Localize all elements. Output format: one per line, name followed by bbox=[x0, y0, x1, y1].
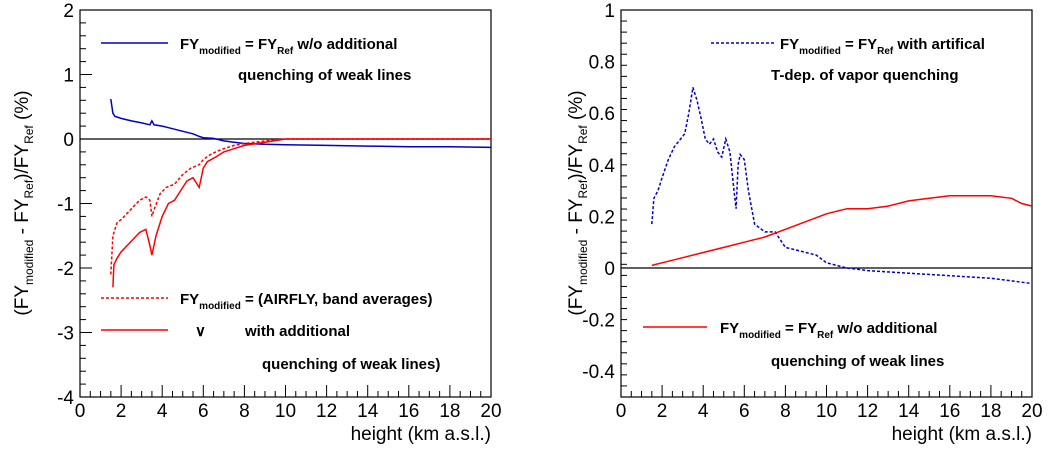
subscript-text: Ref bbox=[576, 125, 590, 144]
subscript-text: modified bbox=[799, 46, 841, 57]
series-line-1 bbox=[651, 195, 1033, 267]
x-tick-label: 16 bbox=[398, 401, 419, 422]
x-tick-label: 0 bbox=[75, 401, 86, 422]
svg-text:(FYmodified - FYRef)/FYRef (: (FYmodified - FYRef)/FYRef (%) bbox=[566, 90, 590, 315]
x-tick-label: 4 bbox=[698, 401, 709, 422]
x-tick-label: 10 bbox=[275, 401, 296, 422]
text-part: (FY bbox=[566, 285, 587, 316]
x-tick-label: 6 bbox=[198, 401, 209, 422]
y-tick-label: 0.6 bbox=[589, 104, 615, 125]
subscript-text: Ref bbox=[877, 46, 894, 57]
x-tick-label: 20 bbox=[1021, 401, 1042, 422]
text-part: with artifical bbox=[893, 36, 985, 53]
x-axis-title: height (km a.s.l.) bbox=[351, 424, 491, 445]
series-line-0 bbox=[651, 87, 1033, 285]
y-tick-label: 0 bbox=[63, 130, 74, 151]
y-axis-title: (FYmodified - FYRef)/FYRef (%) bbox=[566, 90, 590, 315]
y-tick-label: -4 bbox=[57, 388, 74, 409]
series-line-0 bbox=[110, 98, 492, 149]
y-axis-title: (FYmodified - FYRef)/FYRef (%) bbox=[12, 90, 36, 315]
text-part: (%) bbox=[12, 90, 33, 125]
x-tick-label: 4 bbox=[157, 401, 168, 422]
subscript-text: modified bbox=[22, 240, 36, 285]
text-part: - FY bbox=[566, 198, 587, 239]
legend-label-line2: quenching of weak lines) bbox=[262, 356, 440, 373]
subscript-text: Ref bbox=[22, 125, 36, 144]
y-tick-label: -1 bbox=[57, 195, 74, 216]
x-tick-label: 20 bbox=[480, 401, 501, 422]
x-tick-label: 10 bbox=[816, 401, 837, 422]
subscript-text: Ref bbox=[22, 179, 36, 198]
text-part: = FY bbox=[241, 36, 277, 53]
legend-label: FYmodified = FYRef w/o additional bbox=[180, 36, 397, 57]
y-tick-label: 0 bbox=[604, 259, 615, 280]
subscript-text: modified bbox=[199, 301, 241, 312]
text-part: )/FY bbox=[12, 144, 33, 180]
y-tick-label: 0.4 bbox=[589, 156, 616, 177]
svg-text:(FYmodified - FYRef)/FYRef (: (FYmodified - FYRef)/FYRef (%) bbox=[12, 90, 36, 315]
y-tick-label: -2 bbox=[57, 259, 74, 280]
subscript-text: modified bbox=[199, 46, 241, 57]
y-tick-label: 0.8 bbox=[589, 53, 615, 74]
x-tick-label: 8 bbox=[780, 401, 791, 422]
x-tick-label: 16 bbox=[939, 401, 960, 422]
text-part: (FY bbox=[12, 285, 33, 316]
legend-label: FYmodified = FYRef with artifical bbox=[780, 36, 985, 57]
y-tick-label: 2 bbox=[63, 1, 74, 22]
y-tick-label: 1 bbox=[63, 66, 74, 87]
y-tick-label: -3 bbox=[57, 324, 74, 345]
x-tick-label: 0 bbox=[616, 401, 627, 422]
legend-label: with additional bbox=[244, 323, 350, 340]
chart-right: 0 2 4 6 8 10 12 14 16 18 20 -0.4 -0.2 0 0.2 0.4 0.6 0.8 1 h… bbox=[566, 1, 1043, 445]
y-tick-label: -0.4 bbox=[582, 362, 615, 383]
x-tick-label: 14 bbox=[357, 401, 379, 422]
text-part: = FY bbox=[781, 320, 817, 337]
legend-label-line2: T-dep. of vapor quenching bbox=[771, 67, 959, 84]
y-tick-label: -0.2 bbox=[582, 311, 615, 332]
x-tick-label: 8 bbox=[239, 401, 250, 422]
legend-label: FYmodified = FYRef w/o additional bbox=[720, 320, 937, 341]
text-part: )/FY bbox=[566, 144, 587, 180]
legend-label-line2: quenching of weak lines bbox=[771, 353, 944, 370]
x-tick-label: 12 bbox=[316, 401, 337, 422]
legend-symbol: ∨ bbox=[195, 323, 206, 340]
series-line-2 bbox=[112, 138, 491, 288]
text-part: w/o additional bbox=[833, 320, 937, 337]
text-part: = FY bbox=[841, 36, 877, 53]
text-part: w/o additional bbox=[293, 36, 397, 53]
x-tick-label: 2 bbox=[657, 401, 668, 422]
x-tick-label: 18 bbox=[439, 401, 460, 422]
subscript-text: Ref bbox=[277, 46, 294, 57]
x-tick-label: 14 bbox=[898, 401, 920, 422]
x-tick-label: 12 bbox=[857, 401, 878, 422]
text-part: - FY bbox=[12, 198, 33, 239]
legend-label-line2: quenching of weak lines bbox=[238, 67, 411, 84]
subscript-text: modified bbox=[576, 240, 590, 285]
text-part: FY bbox=[780, 36, 799, 53]
x-axis-title: height (km a.s.l.) bbox=[892, 424, 1032, 445]
text-part: FY bbox=[720, 320, 739, 337]
subscript-text: Ref bbox=[817, 330, 834, 341]
x-tick-label: 2 bbox=[116, 401, 127, 422]
text-part: FY bbox=[180, 36, 199, 53]
text-part: = (AIRFLY, band averages) bbox=[241, 291, 433, 308]
x-tick-label: 6 bbox=[739, 401, 750, 422]
legend-label: FYmodified = (AIRFLY, band averages) bbox=[180, 291, 432, 312]
text-part: (%) bbox=[566, 90, 587, 125]
x-tick-label: 18 bbox=[980, 401, 1001, 422]
text-part: FY bbox=[180, 291, 199, 308]
subscript-text: modified bbox=[739, 330, 781, 341]
y-tick-label: 1 bbox=[604, 1, 615, 22]
series-line-1 bbox=[110, 138, 491, 275]
y-tick-label: 0.2 bbox=[589, 207, 615, 228]
subscript-text: Ref bbox=[576, 179, 590, 198]
